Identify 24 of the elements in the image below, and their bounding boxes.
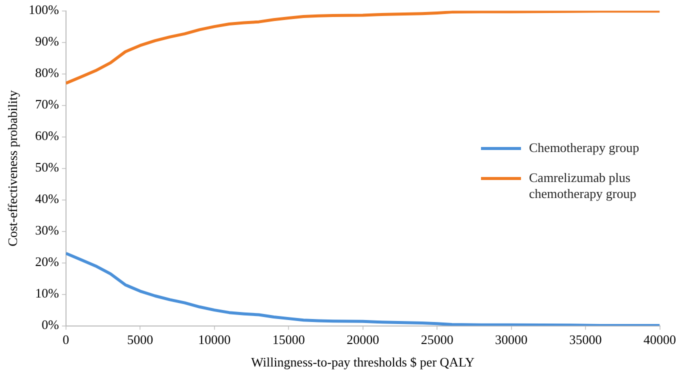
x-tick-label: 40000 bbox=[644, 332, 676, 348]
y-tick-label: 70% bbox=[35, 96, 60, 112]
x-tick-label: 25000 bbox=[420, 332, 454, 348]
y-tick-label: 50% bbox=[35, 160, 60, 175]
y-tick-label: 0% bbox=[42, 317, 60, 332]
y-tick-label: 20% bbox=[35, 254, 60, 270]
y-tick-label: 90% bbox=[35, 34, 60, 49]
x-axis-title: Willingness-to-pay thresholds $ per QALY bbox=[251, 354, 476, 370]
y-tick-label: 40% bbox=[35, 191, 60, 206]
x-tick-label: 20000 bbox=[346, 332, 380, 348]
x-tick-label: 5000 bbox=[127, 332, 154, 348]
legend-label: Camrelizumab plus chemotherapy group bbox=[529, 170, 638, 202]
x-tick-label: 35000 bbox=[569, 332, 602, 348]
x-tick-label: 30000 bbox=[495, 332, 528, 348]
y-tick-label: 100% bbox=[28, 2, 60, 18]
x-tick-label: 15000 bbox=[272, 332, 305, 348]
y-axis-title: Cost-effectiveness probability bbox=[5, 90, 20, 246]
x-tick-label: 10000 bbox=[198, 332, 231, 348]
y-tick-label: 10% bbox=[35, 286, 60, 301]
y-tick-label: 60% bbox=[35, 128, 60, 144]
y-tick-label: 30% bbox=[35, 222, 60, 238]
legend-label: Chemotherapy group bbox=[529, 140, 640, 156]
x-tick-label: 0 bbox=[62, 332, 70, 348]
y-tick-label: 80% bbox=[35, 65, 60, 80]
